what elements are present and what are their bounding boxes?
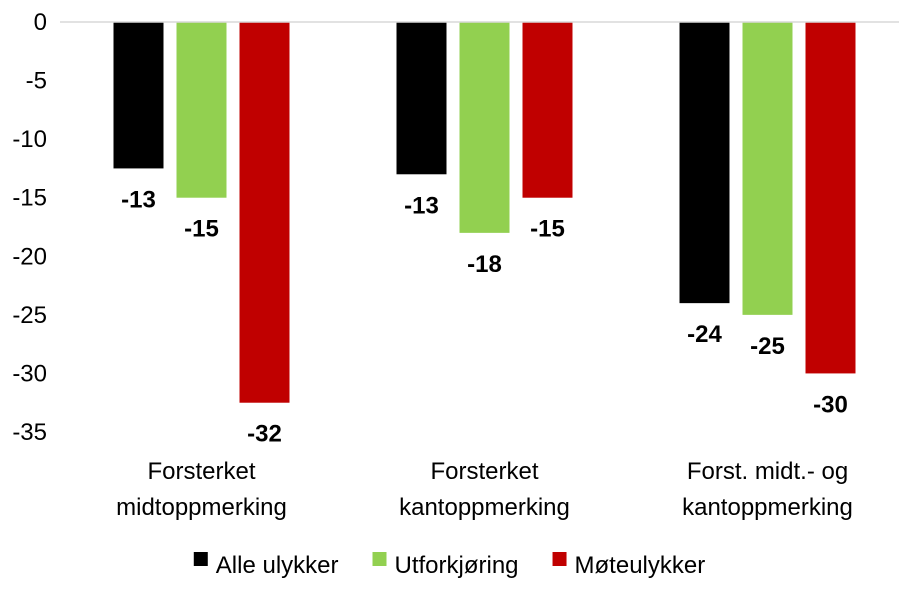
bar-m-teulykker [239, 22, 290, 403]
bar-utforkj-ring [742, 22, 793, 315]
legend-item-m-teulykker: Møteulykker [552, 552, 706, 579]
y-tick-label: -30 [12, 360, 47, 387]
data-label: -24 [687, 321, 722, 348]
y-tick-label: -25 [12, 302, 47, 329]
x-axis: Forsterket midtoppmerking Forsterket kantop… [60, 21, 899, 521]
bar-m-teulykker [522, 22, 573, 198]
legend-label: Møteulykker [575, 552, 706, 579]
bar-utforkj-ring [459, 22, 510, 233]
bar-utforkj-ring [176, 22, 227, 198]
x-category-label: kantoppmerking [399, 494, 570, 521]
legend-swatch [193, 552, 208, 566]
x-category-label: Forsterket [147, 458, 255, 485]
data-labels: -13 -15 -32 -13 -18 -15 -24 -25 -30 [121, 186, 848, 447]
bar-m-teulykker [805, 22, 856, 374]
data-label: -15 [530, 216, 565, 243]
data-label: -18 [467, 251, 502, 278]
legend-item-utforkj-ring: Utforkjøring [372, 552, 519, 579]
y-axis: 0 -5 -10 -15 -20 -25 -30 -35 [12, 9, 47, 446]
legend-label: Utforkjøring [395, 552, 519, 579]
y-tick-label: -5 [26, 68, 47, 95]
y-tick-label: -35 [12, 419, 47, 446]
y-tick-label: -15 [12, 185, 47, 212]
bar-alle-ulykker [396, 22, 447, 175]
x-category-label: midtoppmerking [116, 494, 287, 521]
data-label: -15 [184, 216, 219, 243]
x-category-label: Forsterket [430, 458, 538, 485]
legend-swatch [372, 552, 387, 566]
x-category-label: kantoppmerking [682, 494, 853, 521]
data-label: -25 [750, 333, 785, 360]
legend-label: Alle ulykker [216, 552, 339, 579]
y-tick-label: 0 [34, 9, 47, 36]
legend: Alle ulykker Utforkjøring Møteulykker [193, 552, 706, 579]
bars [113, 22, 856, 403]
data-label: -32 [247, 421, 282, 448]
data-label: -13 [121, 186, 156, 213]
bar-alle-ulykker [113, 22, 164, 169]
data-label: -13 [404, 192, 439, 219]
legend-item-alle-ulykker: Alle ulykker [193, 552, 339, 579]
x-category-label: Forst. midt.- og [687, 458, 848, 485]
y-tick-label: -20 [12, 243, 47, 270]
data-label: -30 [813, 391, 848, 418]
bar-alle-ulykker [679, 22, 730, 304]
legend-swatch [552, 552, 567, 566]
y-tick-label: -10 [12, 126, 47, 153]
